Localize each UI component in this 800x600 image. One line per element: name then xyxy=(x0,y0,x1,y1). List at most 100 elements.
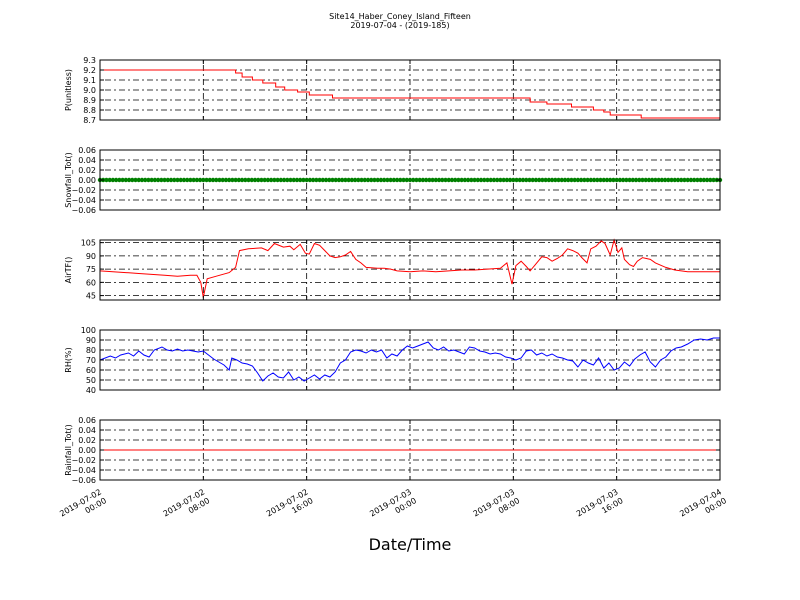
snowfall-point xyxy=(346,177,351,183)
snowfall-point xyxy=(498,177,503,183)
snowfall-point xyxy=(575,177,581,183)
y-tick-label: 8.7 xyxy=(83,116,96,125)
snowfall-point xyxy=(201,177,206,183)
snowfall-point xyxy=(120,177,125,183)
snowfall-point xyxy=(433,177,439,183)
snowfall-point xyxy=(582,177,587,183)
snowfall-point xyxy=(688,177,694,183)
snowfall-point xyxy=(536,177,542,183)
y-tick-label: 0.04 xyxy=(78,426,96,435)
y-tick-label: 40 xyxy=(86,386,96,395)
y-tick-label: 75 xyxy=(86,265,96,274)
snowfall-point xyxy=(704,177,710,183)
y-tick-label: 90 xyxy=(86,336,96,345)
snowfall-point xyxy=(453,177,458,183)
snowfall-point xyxy=(159,177,164,183)
chart-subtitle: 2019-07-04 - (2019-185) xyxy=(350,21,449,30)
snowfall-point xyxy=(640,177,645,183)
snowfall-point xyxy=(465,177,471,183)
snowfall-point xyxy=(708,177,713,183)
snowfall-point xyxy=(620,177,626,183)
snowfall-point xyxy=(349,177,355,183)
snowfall-point xyxy=(617,177,623,183)
snowfall-point xyxy=(494,177,500,183)
snowfall-point xyxy=(543,177,548,183)
snowfall-point xyxy=(649,177,655,183)
snowfall-point xyxy=(588,177,594,183)
snowfall-point xyxy=(330,177,335,183)
panel-snowfall: 0.060.040.020.00−0.02−0.04−0.06Snowfall_… xyxy=(64,146,723,215)
snowfall-point xyxy=(178,177,183,183)
snowfall-point xyxy=(662,177,668,183)
y-tick-label: 0.06 xyxy=(78,146,96,155)
snowfall-point xyxy=(546,177,552,183)
panel-airtf: 105 90 75 60 45 AirTF() xyxy=(64,238,721,301)
snowfall-point xyxy=(511,177,516,183)
snowfall-point xyxy=(378,177,384,183)
y-tick-label: 0.00 xyxy=(78,176,96,185)
snowfall-point xyxy=(197,177,203,183)
snowfall-point xyxy=(188,177,193,183)
snowfall-point xyxy=(417,177,422,183)
snowfall-point xyxy=(420,177,426,183)
snowfall-point xyxy=(136,177,141,183)
snowfall-point xyxy=(304,177,309,183)
snowfall-point xyxy=(123,177,129,183)
snowfall-point xyxy=(294,177,300,183)
snowfall-point xyxy=(459,177,464,183)
y-tick-label: −0.04 xyxy=(71,196,96,205)
snowfall-point xyxy=(339,177,345,183)
snowfall-point xyxy=(168,177,174,183)
rh-series-line xyxy=(99,337,720,382)
snowfall-point xyxy=(162,177,167,183)
snowfall-point xyxy=(352,177,358,183)
snowfall-point xyxy=(362,177,367,183)
y-tick-label: 80 xyxy=(86,346,96,355)
snowfall-point xyxy=(430,177,435,183)
panel-p: 9.39.29.19.08.98.88.7 P(unitless) xyxy=(64,56,721,125)
snowfall-point xyxy=(143,177,148,183)
snowfall-point xyxy=(314,177,319,183)
snowfall-point xyxy=(440,177,445,183)
snowfall-point xyxy=(514,177,519,183)
snowfall-point xyxy=(611,177,616,183)
snowfall-point xyxy=(485,177,490,183)
snowfall-point xyxy=(149,177,154,183)
snowfall-point xyxy=(653,177,658,183)
snowfall-point xyxy=(323,177,329,183)
snowfall-point xyxy=(233,177,238,183)
y-tick-label: 9.1 xyxy=(83,76,96,85)
snowfall-point xyxy=(207,177,212,183)
snowfall-point xyxy=(291,177,296,183)
snowfall-point xyxy=(333,177,338,183)
snowfall-point xyxy=(608,177,613,183)
y-tick-label: 0.06 xyxy=(78,416,96,425)
y-tick-label: 9.0 xyxy=(83,86,96,95)
snowfall-point xyxy=(146,177,151,183)
y-tick-label: −0.02 xyxy=(71,456,96,465)
y-tick-label: 70 xyxy=(86,356,96,365)
y-tick-label: 8.9 xyxy=(83,96,96,105)
snowfall-point xyxy=(562,177,568,183)
snowfall-point xyxy=(404,177,409,183)
snowfall-point xyxy=(272,177,277,183)
snowfall-point xyxy=(540,177,545,183)
snowfall-point xyxy=(317,177,322,183)
snowfall-point xyxy=(246,177,251,183)
snowfall-point xyxy=(204,177,209,183)
snowfall-point xyxy=(226,177,232,183)
snowfall-point xyxy=(172,177,177,183)
snowfall-point xyxy=(214,177,219,183)
snowfall-point xyxy=(604,177,610,183)
snowfall-point xyxy=(530,177,535,183)
snowfall-point xyxy=(310,177,316,183)
snowfall-point xyxy=(656,177,661,183)
snowfall-point xyxy=(230,177,235,183)
snowfall-point xyxy=(553,177,558,183)
snowfall-point xyxy=(220,177,225,183)
y-tick-label: 90 xyxy=(86,252,96,261)
y-axis-label: RH(%) xyxy=(64,347,73,372)
